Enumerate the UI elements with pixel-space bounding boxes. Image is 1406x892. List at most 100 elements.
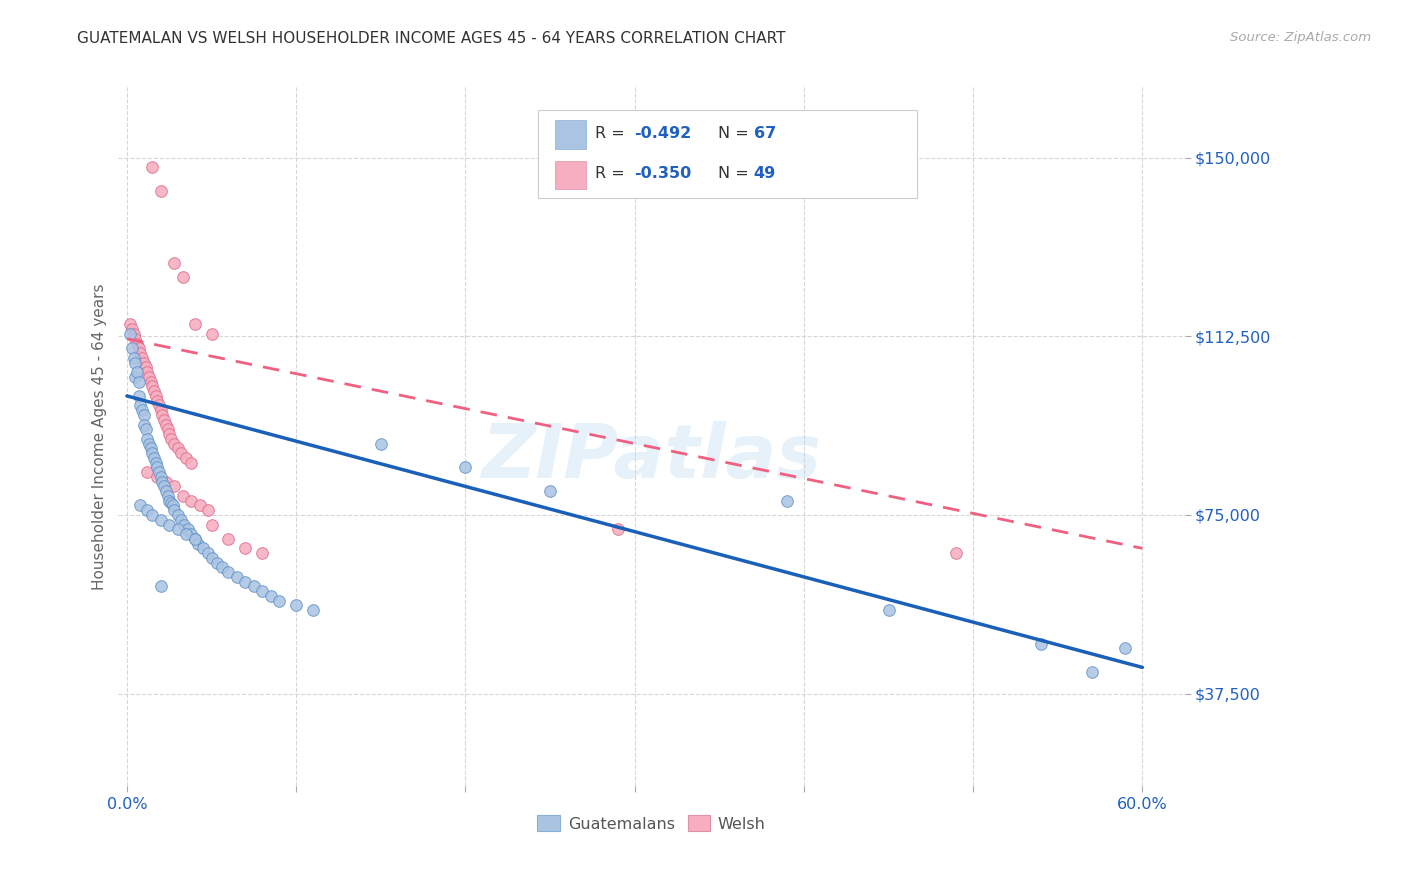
Point	[191, 541, 214, 556]
Point	[157, 493, 180, 508]
Legend: Guatemalans, Welsh: Guatemalans, Welsh	[531, 809, 772, 838]
Text: GUATEMALAN VS WELSH HOUSEHOLDER INCOME AGES 45 - 64 YEARS CORRELATION CHART: GUATEMALAN VS WELSH HOUSEHOLDER INCOME A…	[77, 31, 786, 46]
Point	[243, 579, 266, 593]
Point	[538, 484, 561, 499]
Point	[136, 432, 159, 446]
Point	[146, 393, 169, 408]
Point	[143, 450, 166, 465]
Point	[200, 517, 222, 532]
Point	[172, 489, 194, 503]
Text: R =: R =	[595, 127, 630, 141]
Point	[226, 570, 249, 584]
Point	[134, 360, 156, 375]
Point	[129, 499, 152, 513]
Point	[252, 546, 274, 560]
Point	[145, 456, 167, 470]
Point	[141, 379, 163, 393]
Point	[1114, 641, 1136, 656]
Point	[120, 326, 142, 341]
Point	[454, 460, 477, 475]
Point	[177, 522, 200, 536]
Point	[285, 599, 308, 613]
Point	[170, 446, 193, 460]
Point	[136, 503, 159, 517]
Point	[141, 508, 163, 522]
Point	[180, 527, 202, 541]
Point	[128, 389, 150, 403]
Point	[145, 389, 167, 403]
Text: Source: ZipAtlas.com: Source: ZipAtlas.com	[1230, 31, 1371, 45]
Point	[235, 541, 257, 556]
Point	[188, 499, 211, 513]
Point	[157, 427, 180, 442]
Point	[180, 456, 202, 470]
Point	[155, 484, 177, 499]
Point	[152, 475, 174, 489]
Point	[122, 326, 145, 341]
Point	[197, 546, 219, 560]
Point	[121, 341, 143, 355]
Point	[129, 399, 152, 413]
Point	[141, 446, 163, 460]
Point	[235, 574, 257, 589]
Point	[131, 403, 153, 417]
Point	[124, 370, 146, 384]
Point	[131, 351, 153, 365]
Point	[136, 465, 159, 479]
Point	[166, 522, 188, 536]
Point	[146, 460, 169, 475]
Point	[269, 593, 291, 607]
Point	[200, 326, 222, 341]
Point	[205, 556, 228, 570]
Point	[1029, 637, 1052, 651]
Point	[187, 536, 209, 550]
Point	[160, 496, 183, 510]
Point	[138, 436, 160, 450]
Point	[138, 370, 160, 384]
Point	[166, 442, 188, 456]
Point	[122, 351, 145, 365]
Point	[174, 450, 197, 465]
Point	[128, 341, 150, 355]
Point	[149, 403, 172, 417]
Point	[162, 499, 184, 513]
Point	[174, 527, 197, 541]
Point	[877, 603, 900, 617]
Text: N =: N =	[718, 167, 755, 181]
Point	[160, 432, 183, 446]
Point	[146, 470, 169, 484]
Point	[153, 479, 176, 493]
Point	[260, 589, 283, 603]
Point	[163, 503, 186, 517]
Point	[166, 508, 188, 522]
Text: R =: R =	[595, 167, 630, 181]
Point	[197, 503, 219, 517]
Point	[141, 161, 163, 175]
Point	[149, 579, 172, 593]
Point	[149, 470, 172, 484]
Point	[132, 417, 155, 432]
Point	[183, 318, 205, 332]
Point	[217, 565, 239, 579]
Point	[155, 417, 177, 432]
Point	[121, 322, 143, 336]
Point	[200, 550, 222, 565]
Text: -0.350: -0.350	[634, 167, 692, 181]
Point	[163, 436, 186, 450]
Point	[156, 422, 179, 436]
Point	[139, 442, 162, 456]
Point	[120, 318, 142, 332]
Text: 67: 67	[754, 127, 776, 141]
Point	[302, 603, 325, 617]
Point	[136, 365, 159, 379]
Point	[143, 384, 166, 399]
Point	[163, 479, 186, 493]
Point	[148, 399, 170, 413]
Point	[211, 560, 233, 574]
Point	[157, 517, 180, 532]
Point	[155, 475, 177, 489]
Point	[172, 269, 194, 284]
Y-axis label: Householder Income Ages 45 - 64 years: Householder Income Ages 45 - 64 years	[93, 283, 107, 590]
Point	[156, 489, 179, 503]
Point	[124, 355, 146, 369]
